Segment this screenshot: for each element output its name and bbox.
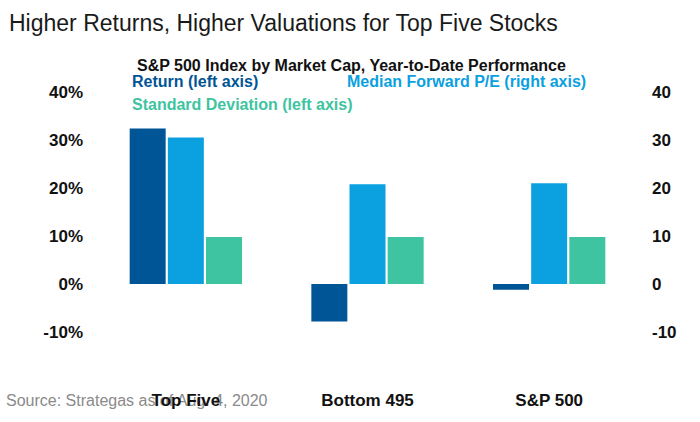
svg-text:20%: 20% — [49, 179, 83, 198]
svg-text:-10: -10 — [652, 323, 677, 342]
svg-text:S&P 500 Index by Market Cap, Y: S&P 500 Index by Market Cap, Year-to-Dat… — [137, 57, 566, 74]
svg-text:40: 40 — [652, 83, 671, 102]
svg-text:30%: 30% — [49, 131, 83, 150]
svg-text:-10%: -10% — [43, 323, 83, 342]
svg-text:10: 10 — [652, 227, 671, 246]
svg-text:Bottom 495: Bottom 495 — [321, 391, 414, 410]
svg-text:Higher Returns, Higher Valuati: Higher Returns, Higher Valuations for To… — [9, 10, 558, 36]
svg-text:40%: 40% — [49, 83, 83, 102]
svg-text:Standard Deviation (left axis): Standard Deviation (left axis) — [132, 96, 353, 113]
svg-text:0%: 0% — [58, 275, 83, 294]
svg-text:10%: 10% — [49, 227, 83, 246]
svg-text:Top Five: Top Five — [152, 391, 221, 410]
svg-text:Median Forward P/E (right axis: Median Forward P/E (right axis) — [347, 73, 586, 90]
svg-text:0: 0 — [652, 275, 661, 294]
svg-text:S&P 500: S&P 500 — [515, 391, 583, 410]
svg-text:30: 30 — [652, 131, 671, 150]
svg-text:20: 20 — [652, 179, 671, 198]
svg-text:Source: Strategas as of Aug. 4: Source: Strategas as of Aug. 4, 2020 — [6, 392, 268, 409]
svg-text:Return (left axis): Return (left axis) — [132, 73, 258, 90]
